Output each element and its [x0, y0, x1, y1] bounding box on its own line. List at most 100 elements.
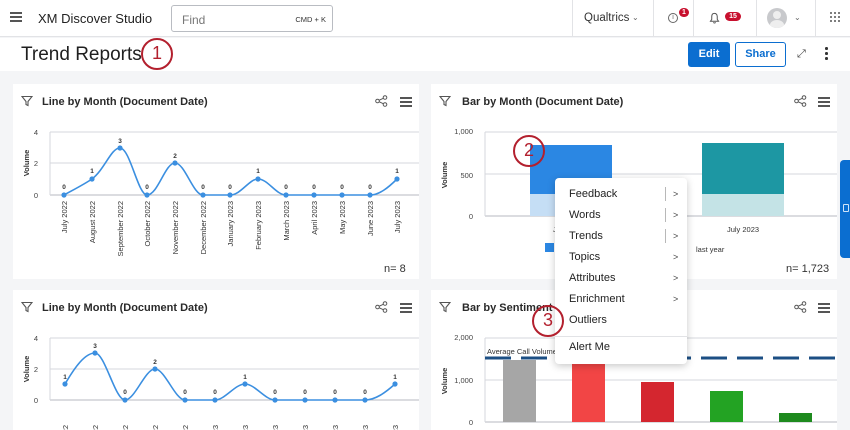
- svg-text:July 2022: July 2022: [60, 201, 69, 233]
- svg-text:October 2022: October 2022: [143, 201, 152, 246]
- svg-text:2023: 2023: [331, 425, 340, 430]
- svg-text:2023: 2023: [241, 425, 250, 430]
- chevron-down-icon[interactable]: ⌄: [632, 13, 639, 22]
- svg-text:July 2023: July 2023: [393, 201, 402, 233]
- svg-text:1: 1: [256, 168, 260, 175]
- org-selector[interactable]: Qualtrics: [584, 12, 630, 24]
- divider: [555, 336, 687, 337]
- svg-text:2023: 2023: [211, 425, 220, 430]
- chevron-right-icon[interactable]: >: [673, 294, 679, 304]
- svg-text:1,000: 1,000: [454, 127, 473, 136]
- chevron-right-icon[interactable]: >: [673, 210, 679, 220]
- share-button[interactable]: Share: [735, 42, 786, 67]
- svg-text:2022: 2022: [91, 425, 100, 430]
- chevron-down-icon[interactable]: ⌄: [794, 13, 801, 22]
- chevron-right-icon[interactable]: >: [673, 231, 679, 241]
- widget-menu-icon[interactable]: [400, 97, 412, 109]
- divider: [665, 187, 666, 201]
- app-title: XM Discover Studio: [38, 11, 153, 26]
- svg-text:0: 0: [228, 184, 232, 191]
- avatar[interactable]: [767, 8, 787, 28]
- menu-item-topics[interactable]: Topics: [569, 251, 601, 263]
- menu-item-attributes[interactable]: Attributes: [569, 272, 616, 284]
- svg-text:0: 0: [273, 389, 277, 396]
- filter-icon[interactable]: [439, 95, 451, 107]
- svg-text:February 2023: February 2023: [254, 201, 263, 250]
- widget-menu-icon[interactable]: [818, 303, 830, 315]
- svg-text:0: 0: [34, 396, 38, 405]
- info-badge: 1: [679, 8, 689, 17]
- svg-text:4: 4: [34, 334, 38, 343]
- page-title: Trend Reports: [21, 44, 142, 65]
- menu-item-trends[interactable]: Trends: [569, 230, 603, 242]
- svg-text:1,000: 1,000: [454, 376, 473, 385]
- svg-text:0: 0: [469, 212, 473, 221]
- menu-item-feedback[interactable]: Feedback: [569, 188, 618, 200]
- svg-text:1: 1: [90, 168, 94, 175]
- divider: [572, 0, 573, 37]
- menu-item-alert-me[interactable]: Alert Me: [569, 341, 610, 353]
- expand-icon[interactable]: ⤢: [797, 48, 806, 60]
- callout-marker-1: 1: [141, 38, 173, 70]
- more-options-icon[interactable]: [825, 47, 828, 62]
- svg-text:500: 500: [460, 171, 473, 180]
- chevron-right-icon[interactable]: >: [673, 252, 679, 262]
- divider: [665, 208, 666, 222]
- svg-text:0: 0: [201, 184, 205, 191]
- svg-text:2: 2: [173, 153, 177, 160]
- share-icon[interactable]: [375, 301, 388, 313]
- svg-text:2022: 2022: [61, 425, 70, 430]
- search-shortcut-hint: CMD + K: [295, 15, 326, 24]
- svg-text:March 2023: March 2023: [282, 201, 291, 241]
- divider: [665, 229, 666, 243]
- info-icon[interactable]: i: [668, 13, 678, 23]
- top-navigation-bar: XM Discover Studio Find CMD + K Qualtric…: [0, 0, 850, 37]
- chevron-right-icon[interactable]: >: [673, 273, 679, 283]
- feedback-side-tab[interactable]: [840, 160, 850, 258]
- app-launcher-icon[interactable]: [830, 12, 841, 23]
- svg-text:May 2023: May 2023: [338, 201, 347, 234]
- svg-text:2: 2: [34, 159, 38, 168]
- menu-item-enrichment[interactable]: Enrichment: [569, 293, 625, 305]
- svg-text:Volume: Volume: [22, 356, 31, 383]
- svg-text:3: 3: [118, 138, 122, 145]
- svg-text:0: 0: [183, 389, 187, 396]
- widget-line-by-month-2: Line by Month (Document Date) 4 2 0 Volu…: [13, 290, 419, 430]
- svg-text:0: 0: [312, 184, 316, 191]
- svg-text:0: 0: [363, 389, 367, 396]
- widget-title: Bar by Month (Document Date): [462, 96, 624, 108]
- search-input[interactable]: Find CMD + K: [171, 5, 333, 32]
- share-icon[interactable]: [794, 301, 807, 313]
- widget-menu-icon[interactable]: [400, 303, 412, 315]
- hamburger-menu-icon[interactable]: [10, 12, 22, 24]
- svg-text:0: 0: [145, 184, 149, 191]
- dashboard-header: Trend Reports Edit Share ⤢: [0, 38, 850, 71]
- svg-text:Volume: Volume: [22, 150, 31, 177]
- edit-button[interactable]: Edit: [688, 42, 730, 67]
- widget-context-menu: Feedback > Words > Trends > Topics > Att…: [555, 178, 687, 364]
- svg-text:August 2022: August 2022: [88, 201, 97, 243]
- menu-item-words[interactable]: Words: [569, 209, 601, 221]
- widget-line-by-month: Line by Month (Document Date) 4 2 0 Volu…: [13, 84, 419, 279]
- filter-icon[interactable]: [21, 301, 33, 313]
- menu-item-outliers[interactable]: Outliers: [569, 314, 607, 326]
- svg-text:2022: 2022: [181, 425, 190, 430]
- svg-text:0: 0: [303, 389, 307, 396]
- share-icon[interactable]: [375, 95, 388, 107]
- svg-text:2022: 2022: [121, 425, 130, 430]
- widget-menu-icon[interactable]: [818, 97, 830, 109]
- chevron-right-icon[interactable]: >: [673, 189, 679, 199]
- svg-text:January 2023: January 2023: [226, 201, 235, 246]
- filter-icon[interactable]: [439, 301, 451, 313]
- svg-text:September 2022: September 2022: [116, 201, 125, 256]
- callout-marker-3: 3: [532, 305, 564, 337]
- widget-title: Line by Month (Document Date): [42, 302, 208, 314]
- svg-text:4: 4: [34, 128, 38, 137]
- share-icon[interactable]: [794, 95, 807, 107]
- widget-title: Bar by Sentiment: [462, 302, 553, 314]
- divider: [815, 0, 816, 37]
- bell-icon[interactable]: [709, 12, 720, 24]
- filter-icon[interactable]: [21, 95, 33, 107]
- svg-text:0: 0: [333, 389, 337, 396]
- svg-text:1: 1: [63, 374, 67, 381]
